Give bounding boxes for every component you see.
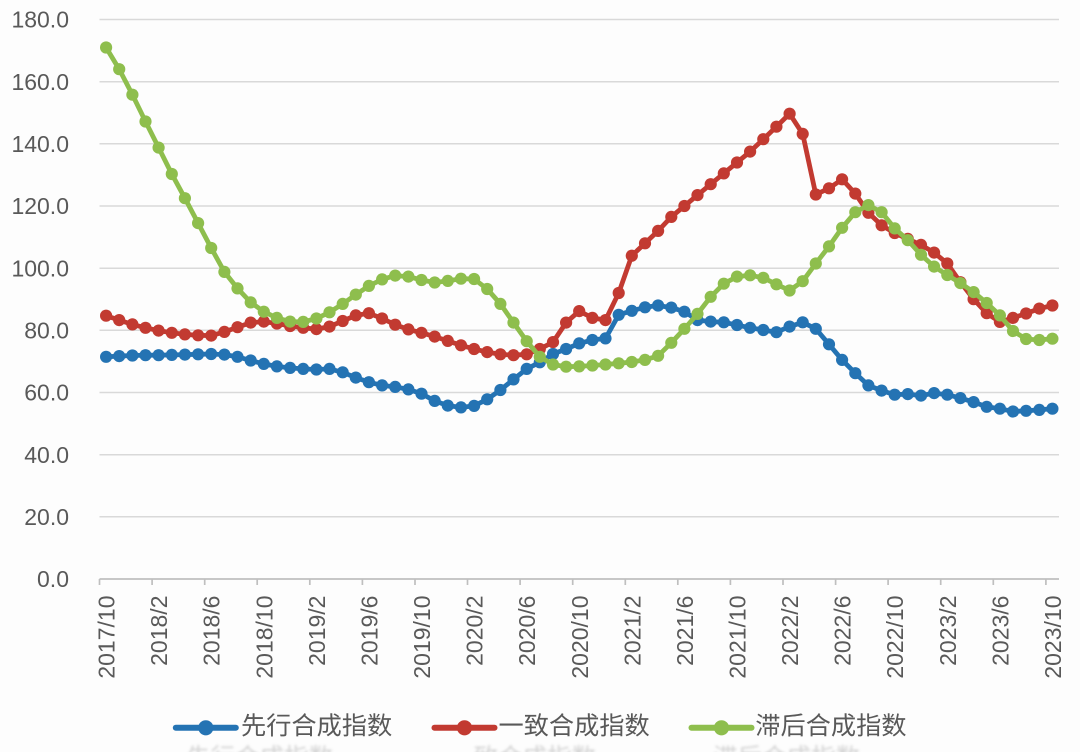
svg-text:2019/10: 2019/10 [409, 596, 435, 679]
svg-text:2021/10: 2021/10 [725, 596, 751, 679]
svg-text:2022/2: 2022/2 [777, 596, 803, 666]
svg-text:40.0: 40.0 [24, 442, 69, 468]
svg-text:2019/6: 2019/6 [356, 596, 382, 666]
svg-text:2021/6: 2021/6 [672, 596, 698, 666]
svg-text:2020/10: 2020/10 [567, 596, 593, 679]
svg-text:2022/10: 2022/10 [882, 596, 908, 679]
svg-text:2023/6: 2023/6 [987, 596, 1013, 666]
svg-text:20.0: 20.0 [24, 504, 69, 530]
svg-text:2023/2: 2023/2 [935, 596, 961, 666]
svg-text:140.0: 140.0 [11, 131, 69, 157]
svg-text:2020/6: 2020/6 [514, 596, 540, 666]
svg-text:2023/10: 2023/10 [1040, 596, 1066, 679]
svg-text:160.0: 160.0 [11, 69, 69, 95]
svg-text:120.0: 120.0 [11, 193, 69, 219]
svg-text:2017/10: 2017/10 [94, 596, 120, 679]
svg-text:2022/6: 2022/6 [830, 596, 856, 666]
svg-text:180.0: 180.0 [11, 7, 69, 33]
svg-text:60.0: 60.0 [24, 380, 69, 406]
svg-text:2018/10: 2018/10 [251, 596, 277, 679]
svg-text:100.0: 100.0 [11, 255, 69, 281]
svg-text:80.0: 80.0 [24, 318, 69, 344]
svg-text:2021/2: 2021/2 [619, 596, 645, 666]
svg-text:2020/2: 2020/2 [462, 596, 488, 666]
svg-text:2019/2: 2019/2 [304, 596, 330, 666]
svg-text:0.0: 0.0 [37, 566, 69, 592]
svg-text:2018/2: 2018/2 [146, 596, 172, 666]
svg-text:2018/6: 2018/6 [199, 596, 225, 666]
